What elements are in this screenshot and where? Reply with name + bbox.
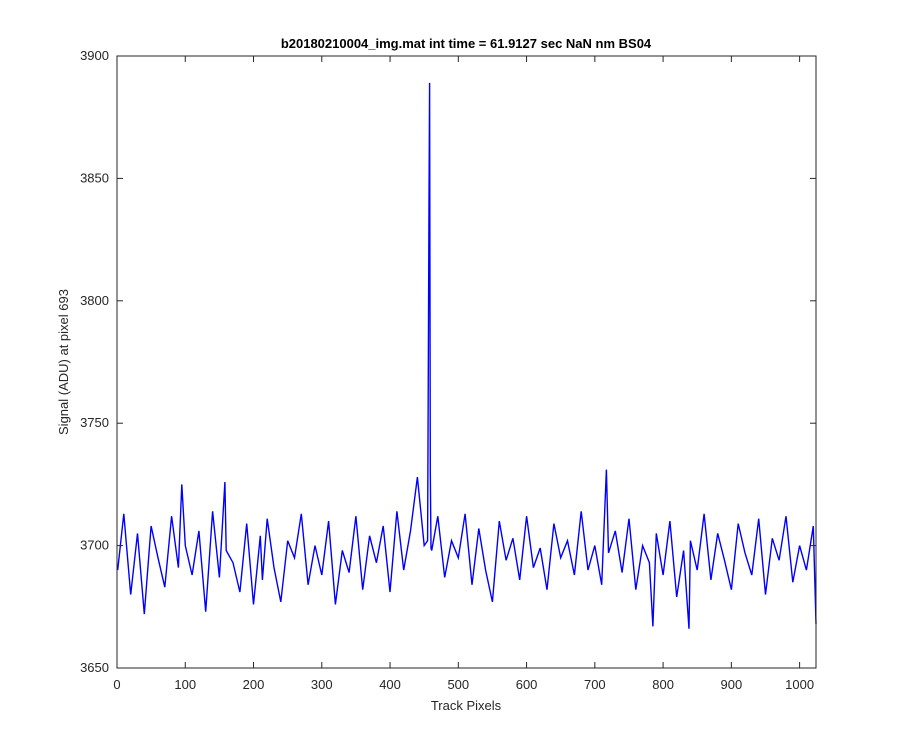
x-axis-ticks: 0 100 200 300 400 500 600 700 800 900 1000: [113, 56, 814, 692]
series-layer: [117, 82, 817, 629]
x-tick-label: 1000: [785, 677, 814, 692]
y-tick-label: 3800: [80, 293, 109, 308]
x-tick-label: 0: [113, 677, 120, 692]
x-tick-label: 500: [447, 677, 469, 692]
chart-title: b20180210004_img.mat int time = 61.9127 …: [281, 36, 652, 51]
y-tick-label: 3900: [80, 48, 109, 63]
x-tick-label: 700: [584, 677, 606, 692]
series-line: [117, 82, 817, 629]
y-tick-label: 3700: [80, 538, 109, 553]
x-tick-label: 900: [721, 677, 743, 692]
x-tick-label: 200: [243, 677, 265, 692]
y-tick-label: 3850: [80, 170, 109, 185]
x-tick-label: 400: [379, 677, 401, 692]
y-tick-label: 3750: [80, 415, 109, 430]
x-tick-label: 600: [516, 677, 538, 692]
x-axis-label: Track Pixels: [431, 698, 502, 713]
x-tick-label: 100: [174, 677, 196, 692]
y-tick-label: 3650: [80, 660, 109, 675]
y-axis-label: Signal (ADU) at pixel 693: [56, 289, 71, 435]
x-tick-label: 300: [311, 677, 333, 692]
y-axis-ticks: 3650 3700 3750 3800 3850 3900: [80, 48, 816, 675]
x-tick-label: 800: [652, 677, 674, 692]
plot-area-frame: [116, 55, 817, 669]
